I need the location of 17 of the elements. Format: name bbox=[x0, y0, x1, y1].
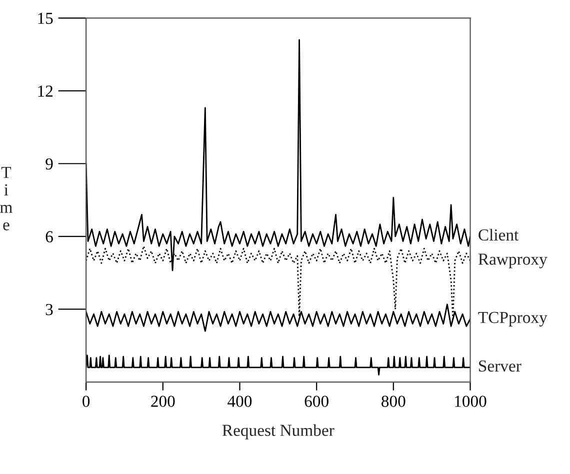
x-tick-label: 0 bbox=[82, 396, 90, 407]
x-tick-label: 200 bbox=[151, 396, 175, 407]
y-tick-label: 12 bbox=[38, 86, 53, 97]
x-tick-label: 1000 bbox=[455, 396, 486, 407]
y-tick-label: 3 bbox=[46, 304, 53, 316]
series-label: Server bbox=[479, 360, 522, 372]
x-axis-title: Request Number bbox=[222, 424, 334, 440]
y-axis-title: Time bbox=[0, 166, 12, 230]
series-label: Rawproxy bbox=[478, 254, 548, 268]
y-tick-label: 15 bbox=[38, 12, 53, 24]
series-label: Client bbox=[478, 228, 519, 241]
y-tick-label: 9 bbox=[46, 158, 53, 170]
x-tick-label: 600 bbox=[304, 396, 328, 407]
x-tick-label: 800 bbox=[382, 396, 406, 407]
series-label: TCPproxy bbox=[478, 312, 548, 326]
x-tick-label: 400 bbox=[228, 396, 252, 407]
y-tick-label: 6 bbox=[46, 231, 53, 242]
